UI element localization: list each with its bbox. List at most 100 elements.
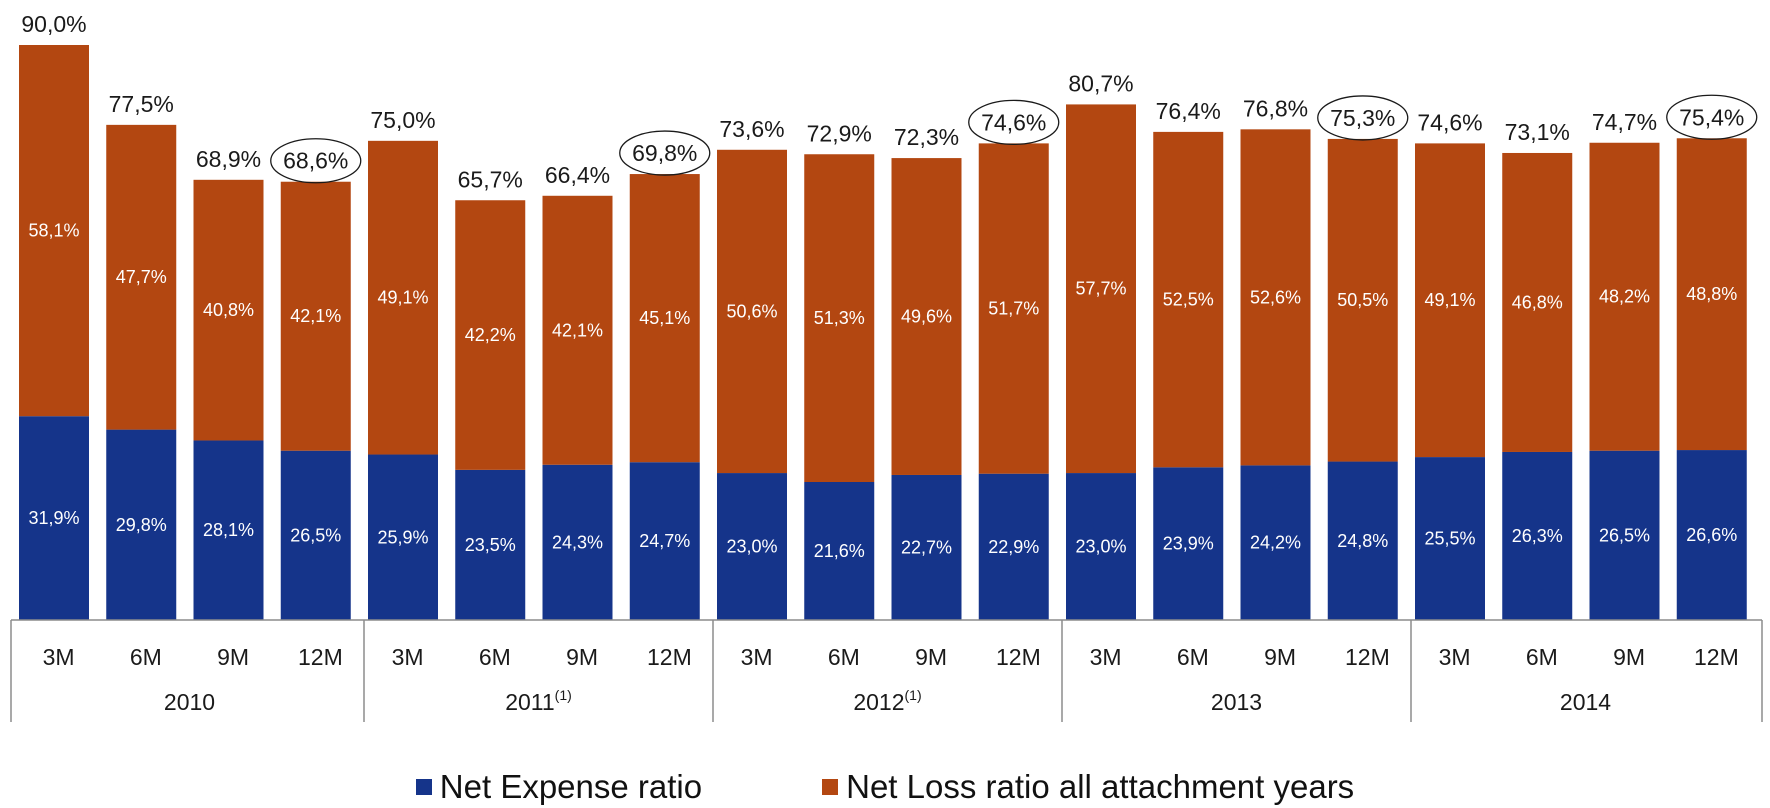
legend-swatch-loss (822, 779, 839, 795)
total-circle (968, 99, 1060, 146)
total-circle (270, 138, 362, 184)
data-label-expense: 24,3% (552, 532, 603, 552)
bar-loss (1415, 143, 1485, 458)
year-label: 2012(1) (853, 687, 921, 715)
legend-swatch-expense (415, 779, 432, 795)
data-label-expense: 28,1% (203, 520, 254, 540)
stacked-bar-chart: 31,9% 58,1% 90,0% 29,8% 47,7% 77,5% 28,1% 40,8%… (10, 11, 1763, 722)
tick-label: 12M (996, 644, 1041, 670)
legend: Net Expense ratio Net Loss ratio all att… (0, 767, 1770, 807)
bar-loss (368, 140, 438, 455)
bar-expense (106, 429, 177, 620)
total-label: 75,3% (1330, 105, 1395, 131)
data-label-expense: 23,0% (726, 537, 777, 557)
bar-expense (368, 454, 438, 620)
data-label-loss: 57,7% (1075, 279, 1126, 299)
tick-label: 9M (217, 644, 249, 670)
bar-loss (1676, 138, 1747, 451)
data-label-loss: 40,8% (203, 300, 254, 320)
year-label: 2014 (1560, 689, 1611, 715)
total-label: 68,9% (196, 146, 261, 172)
data-label-expense: 22,7% (901, 537, 952, 557)
total-label: 69,8% (632, 140, 697, 166)
tick-label: 12M (1345, 644, 1390, 670)
bar-expense (978, 473, 1049, 620)
bar-loss (891, 158, 962, 475)
data-label-loss: 58,1% (28, 221, 79, 241)
data-label-loss: 42,2% (465, 325, 516, 345)
bar-expense (193, 440, 264, 620)
tick-label: 12M (647, 644, 692, 670)
total-circle (1666, 94, 1758, 140)
data-label-loss: 48,8% (1686, 284, 1737, 304)
bar-loss (1589, 142, 1660, 451)
bar-expense (455, 469, 526, 620)
bar-loss (106, 124, 177, 430)
tick-label: 9M (1264, 644, 1296, 670)
bar-loss (1240, 129, 1311, 466)
data-label-loss: 45,1% (639, 308, 690, 328)
data-label-loss: 49,6% (901, 307, 952, 327)
tick-label: 9M (566, 644, 598, 670)
total-label: 75,4% (1679, 104, 1744, 130)
bar-expense (1415, 457, 1485, 620)
tick-label: 3M (1439, 644, 1471, 670)
total-label: 76,8% (1243, 95, 1308, 121)
total-label: 74,6% (1417, 109, 1482, 135)
tick-label: 12M (298, 644, 343, 670)
data-label-expense: 29,8% (116, 515, 167, 535)
tick-label: 3M (43, 644, 75, 670)
total-label: 74,6% (981, 109, 1046, 135)
tick-label: 3M (1090, 644, 1122, 670)
data-label-loss: 49,1% (1424, 290, 1475, 310)
data-label-expense: 26,5% (290, 525, 341, 545)
total-label: 66,4% (545, 162, 610, 188)
data-label-expense: 22,9% (988, 537, 1039, 557)
data-label-expense: 21,6% (814, 541, 865, 561)
total-label: 90,0% (21, 11, 86, 37)
bar-loss (978, 143, 1049, 474)
data-label-loss: 51,7% (988, 299, 1039, 319)
data-label-expense: 23,0% (1075, 537, 1126, 557)
data-label-expense: 24,2% (1250, 533, 1301, 553)
total-label: 76,4% (1156, 98, 1221, 124)
bar-loss (193, 179, 264, 441)
data-label-loss: 48,2% (1599, 287, 1650, 307)
data-label-loss: 52,6% (1250, 287, 1301, 307)
bar-expense (19, 416, 89, 620)
tick-label: 12M (1694, 644, 1739, 670)
bar-loss (542, 195, 613, 465)
tick-label: 6M (828, 644, 860, 670)
category-axis: 3M 6M 9M 12M 3M 6M 9M 12M 3M 6M 9M 12M 3M 6M 9M 12M 3M 6M… (10, 619, 1763, 722)
total-label: 68,6% (283, 148, 348, 174)
data-label-loss: 47,7% (116, 267, 167, 287)
bar-loss (1153, 131, 1224, 468)
tick-label: 9M (1613, 644, 1645, 670)
bar-expense (1327, 461, 1398, 620)
bar-expense (1153, 467, 1224, 620)
bar-loss (280, 181, 351, 451)
data-label-expense: 31,9% (28, 508, 79, 528)
bar-expense (629, 462, 700, 620)
total-label: 73,1% (1505, 119, 1570, 145)
legend-item-loss: Net Loss ratio all attachment years (822, 768, 1354, 806)
bar-expense (542, 464, 613, 620)
bar-loss (1502, 152, 1573, 452)
tick-label: 3M (392, 644, 424, 670)
bar-expense (717, 473, 787, 620)
data-label-expense: 23,5% (465, 535, 516, 555)
data-label-expense: 24,8% (1337, 531, 1388, 551)
tick-label: 6M (1526, 644, 1558, 670)
total-label: 73,6% (719, 116, 784, 142)
total-label: 74,7% (1592, 109, 1657, 135)
tick-label: 9M (915, 644, 947, 670)
bar-loss (717, 149, 787, 474)
data-label-expense: 26,6% (1686, 525, 1737, 545)
bar-loss (455, 200, 526, 470)
year-label: 2010 (164, 689, 215, 715)
bar-loss (19, 45, 89, 417)
total-label: 72,9% (807, 120, 872, 146)
bar-loss (629, 174, 700, 463)
legend-label-expense: Net Expense ratio (439, 768, 703, 805)
data-label-expense: 23,9% (1163, 534, 1214, 554)
